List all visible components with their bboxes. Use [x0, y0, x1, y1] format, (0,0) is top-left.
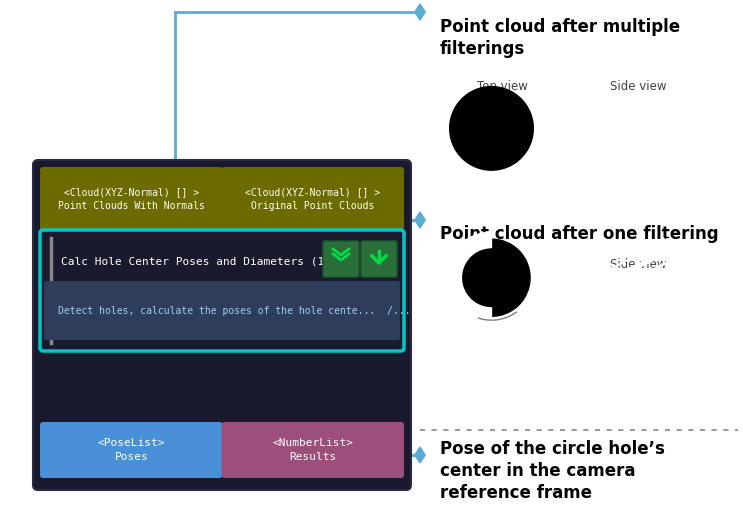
Text: Point cloud after multiple
filterings: Point cloud after multiple filterings: [440, 18, 680, 58]
FancyBboxPatch shape: [221, 422, 404, 478]
FancyBboxPatch shape: [33, 160, 411, 490]
Text: Pose of the circle hole’s
center in the camera
reference frame: Pose of the circle hole’s center in the …: [440, 440, 665, 503]
Polygon shape: [415, 4, 425, 20]
FancyBboxPatch shape: [361, 241, 397, 277]
FancyBboxPatch shape: [323, 241, 359, 277]
Text: <NumberList>
Results: <NumberList> Results: [272, 438, 353, 462]
FancyBboxPatch shape: [40, 167, 222, 231]
Circle shape: [453, 239, 530, 316]
Polygon shape: [446, 232, 492, 323]
Text: <PoseList>
Poses: <PoseList> Poses: [97, 438, 165, 462]
Text: Side view: Side view: [610, 258, 666, 271]
FancyBboxPatch shape: [40, 422, 222, 478]
Polygon shape: [415, 212, 425, 228]
Text: <Cloud(XYZ-Normal) [] >
Point Clouds With Normals: <Cloud(XYZ-Normal) [] > Point Clouds Wit…: [58, 187, 204, 211]
Text: Point cloud after one filtering: Point cloud after one filtering: [440, 225, 718, 243]
FancyBboxPatch shape: [44, 281, 400, 340]
FancyBboxPatch shape: [40, 230, 404, 351]
FancyBboxPatch shape: [221, 167, 404, 231]
Text: Side view: Side view: [610, 80, 666, 93]
Text: Detect holes, calculate the poses of the hole cente...  /...: Detect holes, calculate the poses of the…: [58, 305, 410, 315]
Text: <Cloud(XYZ-Normal) [] >
Original Point Clouds: <Cloud(XYZ-Normal) [] > Original Point C…: [245, 187, 380, 211]
Polygon shape: [415, 447, 425, 463]
Circle shape: [450, 86, 533, 170]
Text: Top view: Top view: [476, 258, 528, 271]
Text: Calc Hole Center Poses and Diameters (1): Calc Hole Center Poses and Diameters (1): [61, 256, 331, 266]
Text: Top view: Top view: [476, 80, 528, 93]
